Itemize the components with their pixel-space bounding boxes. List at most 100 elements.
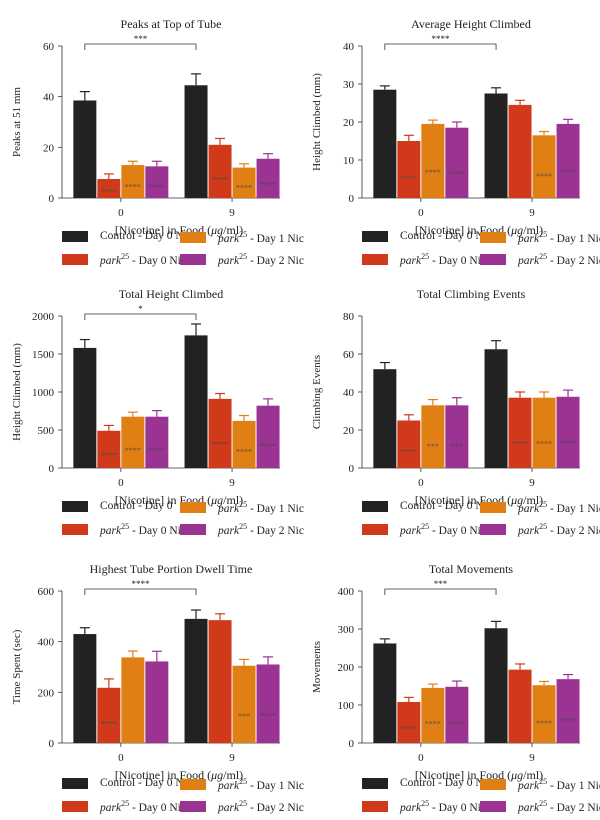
- chart-svg: Total Height Climbed 0 500 1000 1500 2000 Heig…: [11, 287, 280, 507]
- significance-marker: ****: [560, 717, 576, 726]
- y-tick-label: 200: [338, 662, 355, 674]
- legend-label: Control - Day 0 Nic: [400, 777, 492, 789]
- legend-item: Control - Day 0 Nic: [362, 500, 492, 512]
- bar: [121, 416, 145, 468]
- legend-swatch: [62, 523, 88, 535]
- legend-label: Control - Day 0 Nic: [400, 500, 492, 512]
- legend-item: park25 - Day 1 Nic: [480, 500, 600, 515]
- bar: [445, 127, 469, 198]
- significance-marker: ****: [560, 439, 576, 448]
- x-axis-label: [Nicotine] in Food (μg/ml): [115, 493, 243, 507]
- y-tick-label: 2000: [32, 311, 55, 323]
- legend-swatch: [362, 253, 388, 265]
- x-tick-label: 9: [229, 752, 235, 764]
- y-axis-label: Height Climbed (mm): [311, 73, 323, 171]
- y-tick-label: 100: [338, 700, 355, 712]
- x-axis-label: [Nicotine] in Food (μg/ml): [415, 768, 543, 782]
- x-tick-label: 9: [529, 477, 535, 489]
- legend-label: park25 - Day 0 Nic: [400, 252, 486, 267]
- legend-label: park25 - Day 1 Nic: [218, 777, 304, 792]
- x-axis-label: [Nicotine] in Food (μg/ml): [115, 768, 243, 782]
- significance-marker: ****: [425, 720, 441, 729]
- x-tick-label: 9: [229, 207, 235, 219]
- legend-item: park25 - Day 0 Nic: [362, 522, 486, 537]
- chart-svg: Total Movements 0 100 200 300 400 Movements 0 **…: [311, 562, 580, 782]
- significance-marker: ****: [101, 720, 117, 729]
- significance-marker: ****: [449, 719, 465, 728]
- y-tick-label: 500: [38, 425, 55, 437]
- y-tick-label: 20: [43, 142, 55, 154]
- chart-title: Average Height Climbed: [411, 17, 531, 31]
- legend-item: park25 - Day 1 Nic: [180, 230, 304, 245]
- chart-panel: Average Height Climbed 0 10 20 30 40 Height Cl…: [300, 0, 600, 270]
- y-tick-label: 0: [49, 463, 55, 475]
- legend-item: park25 - Day 2 Nic: [480, 799, 600, 814]
- bar: [508, 104, 532, 198]
- bar: [184, 85, 208, 198]
- chart-legend: Control - Day 0 Nic park25 - Day 1 Nic par…: [300, 498, 600, 542]
- x-tick-label: 0: [118, 752, 124, 764]
- significance-marker: ****: [212, 175, 228, 184]
- bar: [145, 661, 169, 743]
- bracket-label: ***: [134, 34, 148, 44]
- significance-marker: ****: [512, 439, 528, 448]
- legend-swatch: [180, 523, 206, 535]
- legend-swatch: [180, 231, 206, 243]
- x-tick-label: 9: [529, 207, 535, 219]
- legend-swatch: [62, 230, 88, 242]
- legend-item: park25 - Day 2 Nic: [480, 252, 600, 267]
- significance-bracket: [384, 588, 497, 595]
- legend-swatch: [362, 230, 388, 242]
- bar: [97, 179, 121, 198]
- x-tick-label: 0: [418, 752, 424, 764]
- legend-item: park25 - Day 2 Nic: [180, 522, 304, 537]
- x-tick-label: 0: [418, 477, 424, 489]
- legend-label: park25 - Day 1 Nic: [518, 500, 600, 515]
- chart-title: Peaks at Top of Tube: [121, 17, 222, 31]
- significance-marker: ****: [101, 451, 117, 460]
- bracket-label: *: [138, 304, 143, 314]
- bar: [97, 430, 121, 468]
- legend-label: park25 - Day 0 Nic: [100, 522, 186, 537]
- bar: [421, 123, 445, 198]
- bar: [232, 167, 256, 198]
- chart-panel: Highest Tube Portion Dwell Time 0 200 400 60…: [0, 545, 304, 815]
- significance-marker: ****: [149, 446, 165, 455]
- bar: [232, 665, 256, 743]
- significance-marker: ****: [260, 442, 276, 451]
- legend-label: park25 - Day 2 Nic: [518, 799, 600, 814]
- bar: [121, 657, 145, 743]
- legend-swatch: [480, 231, 506, 243]
- x-tick-label: 0: [118, 477, 124, 489]
- y-tick-label: 1000: [32, 387, 55, 399]
- legend-swatch: [180, 800, 206, 812]
- bar: [208, 144, 232, 198]
- y-tick-label: 20: [343, 117, 355, 129]
- significance-marker: ***: [427, 442, 439, 451]
- bar: [373, 89, 397, 198]
- y-tick-label: 1500: [32, 349, 55, 361]
- y-axis-label: Climbing Events: [311, 355, 323, 429]
- chart-legend: Control - Day 0 Nic park25 - Day 1 Nic par…: [300, 775, 600, 819]
- y-tick-label: 0: [349, 738, 355, 750]
- y-axis-label: Peaks at 51 mm: [11, 87, 23, 157]
- x-tick-label: 0: [418, 207, 424, 219]
- bar: [508, 669, 532, 743]
- chart-svg: Total Climbing Events 0 20 40 60 80 Climbing E…: [311, 287, 580, 507]
- legend-item: Control - Day 0 Nic: [62, 230, 192, 242]
- bar: [256, 405, 280, 468]
- legend-label: park25 - Day 2 Nic: [518, 252, 600, 267]
- chart-panel: Total Movements 0 100 200 300 400 Movements 0 **…: [300, 545, 600, 815]
- legend-swatch: [180, 778, 206, 790]
- y-axis-label: Height Climbed (mm): [11, 343, 23, 441]
- significance-marker: ****: [125, 182, 141, 191]
- significance-marker: ****: [560, 168, 576, 177]
- bar: [484, 628, 508, 743]
- legend-item: Control - Day 0 Nic: [62, 777, 192, 789]
- legend-swatch: [362, 523, 388, 535]
- legend-swatch: [480, 501, 506, 513]
- bar: [373, 643, 397, 743]
- legend-label: park25 - Day 0 Nic: [100, 799, 186, 814]
- legend-item: park25 - Day 2 Nic: [480, 522, 600, 537]
- chart-legend: Control - Day 0 Nic park25 - Day 1 Nic par…: [0, 775, 304, 819]
